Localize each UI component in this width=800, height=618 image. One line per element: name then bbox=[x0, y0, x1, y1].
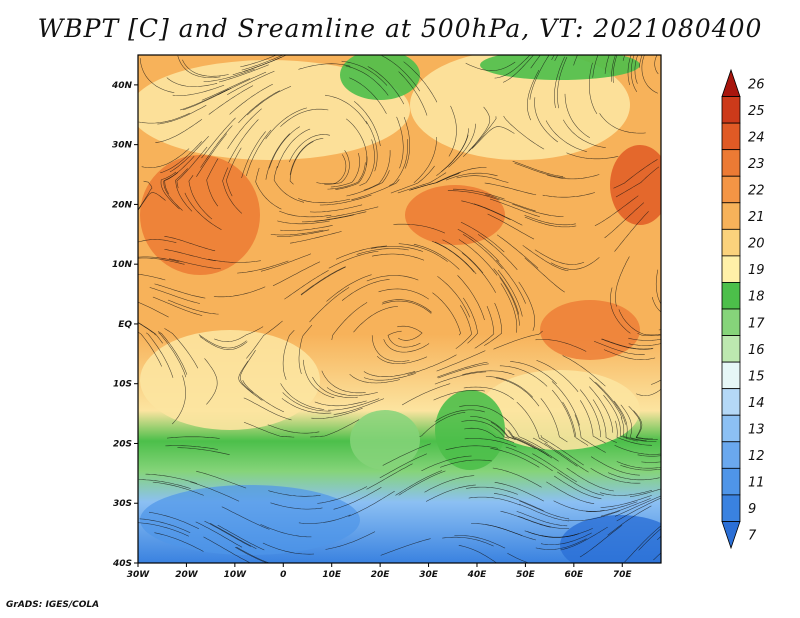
colorbar-swatch bbox=[721, 202, 741, 230]
colorbar: 26 25 24 23 22 21 20 19 18 17 16 15 14 13 12 11 9 7 bbox=[721, 68, 765, 550]
colorbar-swatch bbox=[721, 521, 741, 550]
colorbar-swatch bbox=[721, 149, 741, 177]
colorbar-label: 19 bbox=[748, 263, 765, 278]
lat-tick-label: 30N bbox=[112, 141, 133, 151]
colorbar-label: 15 bbox=[748, 369, 765, 384]
lat-tick-label: EQ bbox=[118, 320, 132, 330]
colorbar-label: 14 bbox=[748, 396, 765, 411]
colorbar-label: 17 bbox=[748, 316, 765, 331]
lon-tick-label: 30E bbox=[419, 570, 439, 580]
lon-tick-label: 0 bbox=[280, 570, 286, 580]
wbpt-field bbox=[138, 55, 661, 563]
colorbar-label: 12 bbox=[748, 449, 765, 464]
map-title: WBPT [C] and Sreamline at 500hPa, VT: 20… bbox=[37, 14, 763, 43]
axis-ticks: 30W 20W 10W 0 10E 20E 30E 40E 50E 60E 70E 40S 30S 20S… bbox=[111, 81, 633, 580]
colorbar-swatch bbox=[721, 68, 741, 97]
colorbar-swatch bbox=[721, 122, 741, 151]
colorbar-label: 20 bbox=[748, 237, 765, 252]
colorbar-swatch bbox=[721, 361, 741, 390]
colorbar-swatch bbox=[721, 335, 741, 363]
colorbar-swatch bbox=[721, 441, 741, 469]
colorbar-label: 18 bbox=[748, 290, 765, 305]
colorbar-swatch bbox=[721, 255, 741, 283]
lon-tick-label: 20E bbox=[371, 570, 391, 580]
colorbar-label: 16 bbox=[748, 343, 765, 358]
lon-tick-label: 10W bbox=[224, 570, 248, 580]
colorbar-swatch bbox=[721, 388, 741, 416]
colorbar-label: 7 bbox=[748, 529, 757, 544]
colorbar-swatch bbox=[721, 494, 741, 522]
lon-tick-label: 10E bbox=[322, 570, 342, 580]
lat-tick-label: 20N bbox=[112, 200, 133, 210]
map-frame bbox=[137, 54, 662, 564]
credit-label: GrADS: IGES/COLA bbox=[6, 600, 100, 610]
colorbar-swatch bbox=[721, 308, 741, 336]
lat-tick-label: 20S bbox=[113, 439, 132, 449]
colorbar-swatch bbox=[721, 228, 741, 257]
streamlines bbox=[138, 55, 661, 563]
lat-tick-label: 40N bbox=[111, 81, 133, 91]
colorbar-label: 13 bbox=[748, 423, 765, 438]
lon-tick-label: 40E bbox=[467, 570, 488, 580]
lon-tick-label: 30W bbox=[127, 570, 151, 580]
lat-tick-label: 40S bbox=[112, 559, 132, 569]
colorbar-label: 26 bbox=[748, 77, 765, 92]
lon-tick-label: 50E bbox=[516, 570, 536, 580]
colorbar-label: 23 bbox=[748, 157, 765, 172]
lon-tick-label: 20W bbox=[175, 570, 199, 580]
colorbar-label: 11 bbox=[748, 476, 765, 491]
lat-tick-label: 10S bbox=[113, 380, 132, 390]
colorbar-label: 21 bbox=[748, 210, 765, 225]
lon-tick-label: 70E bbox=[613, 570, 633, 580]
colorbar-label: 25 bbox=[748, 104, 765, 119]
colorbar-swatch bbox=[721, 414, 741, 443]
lat-tick-label: 10N bbox=[112, 260, 133, 270]
colorbar-swatch bbox=[721, 467, 741, 496]
colorbar-label: 24 bbox=[748, 130, 765, 145]
lat-tick-label: 30S bbox=[113, 499, 132, 509]
colorbar-label: 22 bbox=[748, 184, 765, 199]
lon-tick-label: 60E bbox=[564, 570, 584, 580]
colorbar-label: 9 bbox=[748, 502, 756, 517]
colorbar-swatch bbox=[721, 175, 741, 204]
colorbar-swatch bbox=[721, 96, 741, 124]
colorbar-swatch bbox=[721, 282, 741, 310]
